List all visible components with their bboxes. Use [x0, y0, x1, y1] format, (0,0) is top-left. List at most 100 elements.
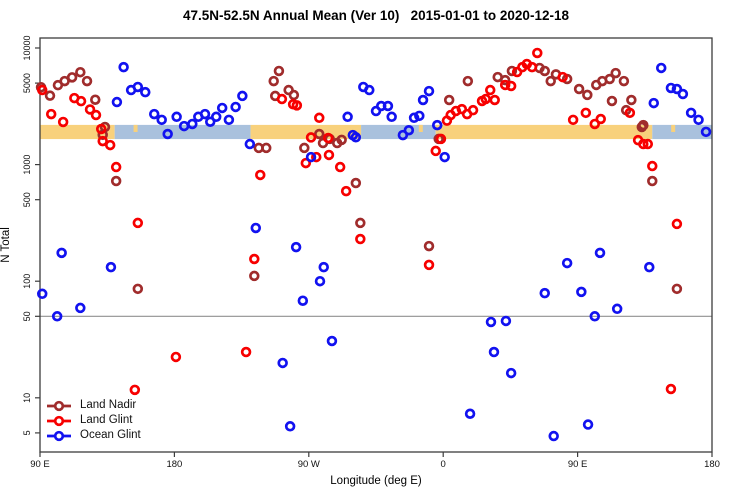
- data-point-land-glint: [90, 109, 102, 121]
- data-point-land-glint: [430, 145, 441, 157]
- data-point-ocean-glint: [56, 247, 67, 259]
- data-point-land-glint: [255, 169, 266, 181]
- data-point-land-nadir: [110, 175, 122, 187]
- data-point-ocean-glint: [382, 100, 394, 112]
- data-point-land-glint: [249, 253, 260, 265]
- data-point-ocean-glint: [297, 295, 309, 306]
- y-tick-label: 10: [22, 393, 32, 403]
- data-point-land-nadir: [355, 217, 366, 229]
- data-point-ocean-glint: [75, 302, 86, 314]
- data-point-land-nadir: [618, 75, 630, 87]
- data-point-ocean-glint: [171, 111, 182, 123]
- data-point-land-glint: [638, 138, 649, 150]
- data-point-ocean-glint: [305, 151, 317, 163]
- data-point-ocean-glint: [611, 303, 623, 315]
- data-point-land-nadir: [545, 75, 556, 87]
- legend-marker-icon: [47, 400, 71, 411]
- data-point-ocean-glint: [488, 346, 500, 358]
- data-point-ocean-glint: [350, 132, 362, 143]
- data-point-ocean-glint: [414, 110, 425, 122]
- data-point-ocean-glint: [648, 97, 660, 109]
- data-point-ocean-glint: [408, 112, 420, 124]
- data-point-ocean-glint: [364, 84, 375, 96]
- data-point-ocean-glint: [561, 257, 573, 269]
- data-point-land-glint: [75, 95, 87, 107]
- data-point-land-glint: [355, 233, 366, 245]
- data-point-ocean-glint: [314, 275, 326, 287]
- legend-label: Land Glint: [80, 414, 133, 426]
- data-point-land-glint: [334, 161, 346, 173]
- data-point-ocean-glint: [162, 128, 173, 140]
- data-point-ocean-glint: [216, 102, 228, 114]
- data-point-land-nadir: [539, 65, 550, 77]
- data-point-land-glint: [57, 116, 69, 128]
- legend-item-land-nadir: Land Nadir: [46, 398, 141, 413]
- mean-band-segment-ocean: [361, 124, 436, 140]
- legend-item-land-glint: Land Glint: [46, 413, 141, 428]
- data-point-ocean-glint: [386, 111, 397, 123]
- y-tick-label: 5: [22, 430, 32, 435]
- data-point-land-glint: [132, 217, 144, 229]
- data-point-ocean-glint: [403, 125, 415, 136]
- data-point-land-nadir: [462, 75, 474, 87]
- data-point-ocean-glint: [223, 114, 235, 126]
- data-point-land-glint: [291, 100, 303, 111]
- data-point-ocean-glint: [111, 96, 123, 108]
- data-point-land-nadir: [75, 66, 86, 78]
- data-point-land-nadir: [336, 134, 347, 146]
- data-point-land-glint: [322, 132, 334, 144]
- data-point-ocean-glint: [51, 311, 63, 322]
- data-point-ocean-glint: [132, 81, 144, 93]
- data-point-land-glint: [499, 79, 511, 91]
- data-point-land-glint: [110, 161, 122, 173]
- data-point-ocean-glint: [693, 114, 704, 126]
- data-point-land-glint: [129, 384, 141, 396]
- data-point-land-glint: [567, 114, 579, 126]
- data-point-land-nadir: [314, 128, 325, 140]
- data-point-land-glint: [423, 259, 435, 271]
- data-point-land-glint: [170, 351, 182, 363]
- data-point-land-nadir: [350, 177, 362, 189]
- data-point-land-glint: [642, 138, 654, 150]
- data-point-land-glint: [240, 346, 252, 358]
- data-point-land-glint: [311, 151, 322, 163]
- data-point-land-glint: [435, 133, 447, 145]
- mean-band-segment-ocean: [114, 124, 251, 140]
- data-point-ocean-glint: [318, 261, 329, 273]
- data-point-ocean-glint: [644, 261, 655, 273]
- data-point-land-glint: [300, 157, 312, 169]
- data-point-ocean-glint: [118, 61, 129, 73]
- data-point-land-nadir: [423, 240, 435, 252]
- x-tick-label: 90 E: [568, 459, 588, 470]
- legend-label: Ocean Glint: [80, 429, 141, 441]
- data-point-ocean-glint: [505, 367, 517, 379]
- y-tick-label: 500: [22, 192, 32, 207]
- data-point-land-nadir: [299, 142, 310, 154]
- data-point-ocean-glint: [244, 138, 256, 150]
- legend-item-ocean-glint: Ocean Glint: [46, 428, 141, 443]
- data-point-ocean-glint: [431, 119, 443, 131]
- legend-marker-icon: [47, 430, 71, 441]
- data-point-land-glint: [484, 84, 496, 96]
- data-point-land-nadir: [44, 90, 56, 101]
- x-tick-label: 180: [704, 459, 720, 470]
- data-point-ocean-glint: [156, 114, 167, 126]
- data-point-land-glint: [45, 108, 57, 120]
- data-point-ocean-glint: [665, 82, 677, 94]
- data-point-land-glint: [624, 107, 636, 119]
- data-point-land-glint: [526, 61, 538, 73]
- y-tick-label: 50: [22, 311, 32, 321]
- mean-band-island: [133, 124, 138, 132]
- data-point-ocean-glint: [250, 222, 262, 234]
- data-point-ocean-glint: [326, 335, 338, 347]
- data-point-ocean-glint: [417, 94, 429, 106]
- data-point-ocean-glint: [685, 107, 697, 119]
- data-point-land-nadir: [499, 74, 511, 86]
- y-tick-label: 1000: [22, 155, 32, 175]
- data-point-land-glint: [595, 113, 606, 125]
- data-point-land-nadir: [132, 283, 144, 295]
- data-point-land-glint: [489, 94, 500, 106]
- data-point-land-nadir: [626, 94, 637, 106]
- y-tick-label: 100: [22, 274, 32, 289]
- data-point-ocean-glint: [199, 108, 211, 120]
